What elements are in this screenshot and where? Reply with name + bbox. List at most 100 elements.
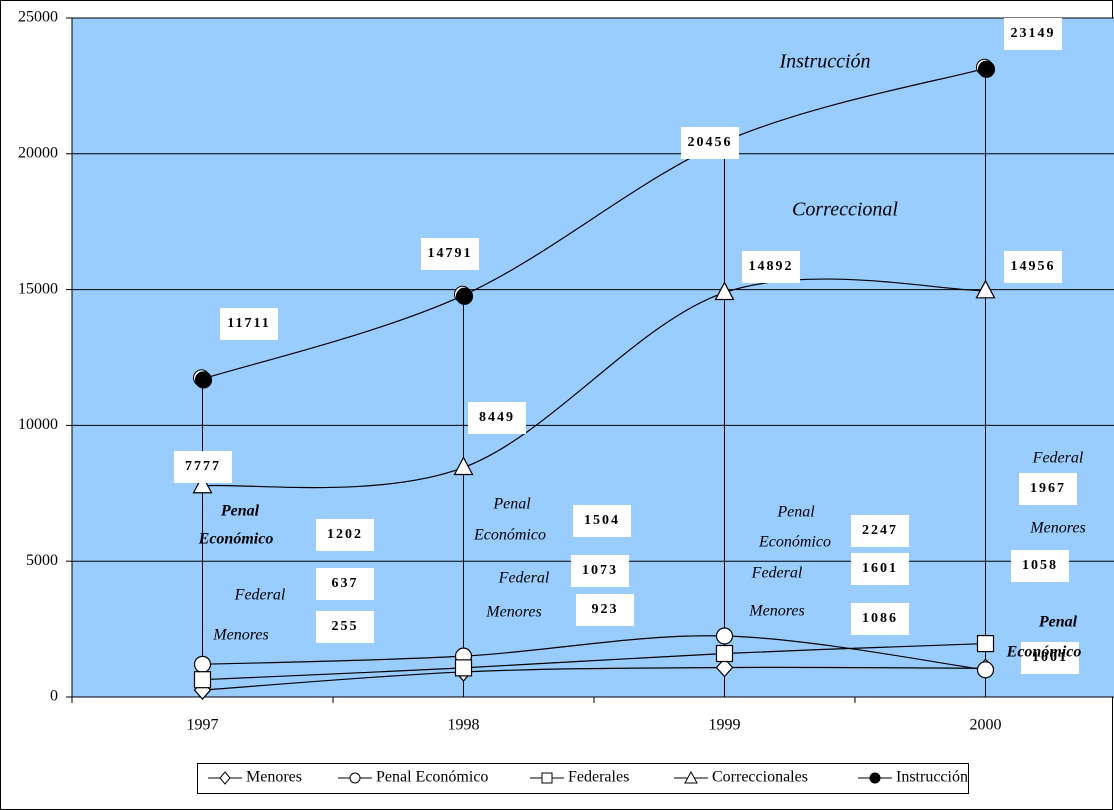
annotation: Menores [485,604,541,621]
data-label-box [468,402,526,434]
legend-marker [219,771,231,785]
data-label-box [316,611,374,643]
annotation: Instrucción [778,51,870,73]
annotation: Económico [198,531,274,548]
x-tick-label: 1998 [448,717,480,734]
legend-label: Instrucción [896,769,968,786]
marker [193,671,212,689]
annotation: Menores [748,603,804,620]
data-label-box [1004,251,1062,283]
data-label-box [1021,642,1079,674]
data-label: 1601 [862,561,898,576]
marker [977,60,996,78]
legend-label: Menores [246,769,302,786]
marker [192,474,213,494]
y-tick-label: 20000 [18,144,58,161]
series-line [202,642,986,681]
data-label-box [220,308,278,340]
annotation: Federal [498,570,550,587]
data-label: 637 [332,576,359,591]
data-label-box [1019,473,1077,505]
data-label: 14791 [428,246,473,261]
annotation: Penal [1038,614,1078,631]
data-label: 2247 [862,523,898,538]
data-label-box [571,555,629,587]
data-label-box [576,594,634,626]
x-tick-label: 1997 [187,717,219,734]
legend-marker [684,770,698,784]
annotation: Correccional [792,199,898,221]
series-line [202,278,986,489]
data-label-box [573,505,631,537]
data-label: 1202 [327,527,363,542]
marker [454,659,473,677]
data-label-box [421,238,479,270]
annotation: Penal [220,503,260,520]
data-label: 1504 [584,513,620,528]
data-label-box [1011,550,1069,582]
legend-box [197,763,969,794]
y-tick-label: 15000 [18,280,58,297]
data-label: 1073 [582,563,618,578]
marker [976,634,995,653]
data-label-box [174,451,232,483]
data-label-box [851,603,909,635]
y-tick-label: 0 [50,688,58,705]
series-line [202,67,986,380]
marker [453,456,474,476]
marker [194,371,213,389]
data-label-box [681,127,739,159]
data-label: 255 [332,619,359,634]
marker [715,627,734,645]
data-label-box [316,519,374,551]
x-tick-label: 2000 [970,717,1002,734]
annotation: Federal [234,587,286,604]
marker [976,661,995,679]
data-label-box [742,251,800,283]
y-tick-label: 25000 [18,9,58,26]
series-line [202,666,986,691]
data-label: 7777 [185,459,221,474]
data-label: 11711 [227,316,270,331]
legend-marker [349,772,361,784]
annotation: Penal [492,496,531,513]
legend-label: Correccionales [712,769,808,786]
data-label-box [851,515,909,547]
marker [715,657,734,678]
data-label: 1058 [1022,558,1058,573]
marker [193,655,212,673]
marker [455,287,474,305]
legend-marker [541,772,553,784]
annotation: Penal [776,504,815,521]
annotation: Menores [212,627,268,644]
data-label-box [316,568,374,600]
annotation: Federal [1032,450,1084,467]
data-label: 1001 [1032,650,1068,665]
annotation: Económico [758,534,831,551]
data-label: 1086 [862,611,898,626]
y-tick-label: 5000 [26,552,58,569]
annotation: Federal [751,565,803,582]
data-label: 20456 [688,135,733,150]
y-tick-label: 10000 [18,416,58,433]
marker [975,279,996,299]
legend-marker [869,772,881,784]
marker [715,644,734,663]
annotation: Económico [1006,644,1082,661]
data-label: 923 [592,602,619,617]
data-label: 1967 [1030,481,1066,496]
legend-label: Federales [568,769,629,786]
x-tick-label: 1999 [709,717,741,734]
data-label: 8449 [479,410,515,425]
data-label: 23149 [1011,26,1056,41]
legend-label: Penal Económico [376,769,488,786]
data-label-box [1004,18,1062,50]
annotation: Menores [1029,520,1085,537]
data-label: 14956 [1011,259,1056,274]
series-line [202,635,986,671]
annotation: Económico [473,527,546,544]
data-label-box [851,553,909,585]
data-label: 14892 [749,259,794,274]
marker [714,281,735,301]
